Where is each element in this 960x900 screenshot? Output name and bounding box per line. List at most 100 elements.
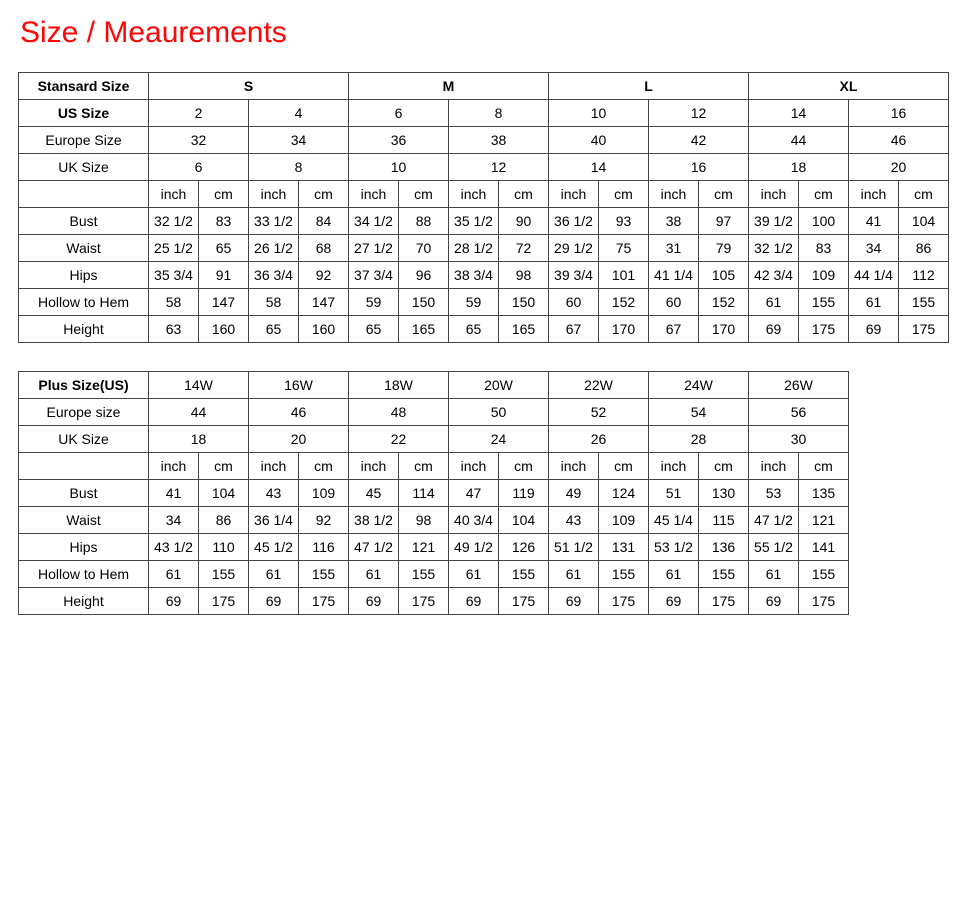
uk-size-cell: 16 xyxy=(649,154,749,181)
bust-cell: 43 xyxy=(249,480,299,507)
hollow-cell: 155 xyxy=(699,561,749,588)
bust-cell: 83 xyxy=(199,208,249,235)
us-size-cell: 8 xyxy=(449,100,549,127)
hips-cell: 42 3/4 xyxy=(749,262,799,289)
table-row: Hips35 3/49136 3/49237 3/49638 3/49839 3… xyxy=(19,262,949,289)
size-table-standard: Stansard Size S M L XL US Size 2 4 6 8 1… xyxy=(18,72,949,343)
size-table-plus: Plus Size(US) 14W 16W 18W 20W 22W 24W 26… xyxy=(18,371,849,615)
waist-cell: 47 1/2 xyxy=(749,507,799,534)
hips-cell: 44 1/4 xyxy=(849,262,899,289)
europe-size-cell: 52 xyxy=(549,399,649,426)
table-row: Bust41104431094511447119491245113053135 xyxy=(19,480,849,507)
hollow-cell: 152 xyxy=(599,289,649,316)
europe-size-cell: 38 xyxy=(449,127,549,154)
uk-size-cell: 18 xyxy=(749,154,849,181)
waist-cell: 86 xyxy=(899,235,949,262)
waist-cell: 26 1/2 xyxy=(249,235,299,262)
waist-cell: 32 1/2 xyxy=(749,235,799,262)
unit-cm: cm xyxy=(199,181,249,208)
europe-size-cell: 44 xyxy=(149,399,249,426)
bust-cell: 53 xyxy=(749,480,799,507)
table-row: Height6316065160651656516567170671706917… xyxy=(19,316,949,343)
hips-cell: 38 3/4 xyxy=(449,262,499,289)
unit-inch: inch xyxy=(349,181,399,208)
table-row: Europe Size 32 34 36 38 40 42 44 46 xyxy=(19,127,949,154)
bust-cell: 130 xyxy=(699,480,749,507)
uk-size-cell: 12 xyxy=(449,154,549,181)
row-label-blank xyxy=(19,453,149,480)
row-label-hollow: Hollow to Hem xyxy=(19,289,149,316)
waist-cell: 92 xyxy=(299,507,349,534)
waist-cell: 65 xyxy=(199,235,249,262)
hollow-cell: 59 xyxy=(349,289,399,316)
waist-cell: 86 xyxy=(199,507,249,534)
row-label-waist: Waist xyxy=(19,507,149,534)
unit-cm: cm xyxy=(199,453,249,480)
row-label-waist: Waist xyxy=(19,235,149,262)
row-label-hips: Hips xyxy=(19,534,149,561)
hollow-cell: 155 xyxy=(899,289,949,316)
bust-cell: 104 xyxy=(899,208,949,235)
hollow-cell: 58 xyxy=(149,289,199,316)
hips-cell: 136 xyxy=(699,534,749,561)
unit-cm: cm xyxy=(699,453,749,480)
unit-cm: cm xyxy=(599,181,649,208)
height-cell: 175 xyxy=(499,588,549,615)
hollow-cell: 61 xyxy=(649,561,699,588)
plus-size-cell: 18W xyxy=(349,372,449,399)
hollow-cell: 61 xyxy=(749,561,799,588)
hips-cell: 55 1/2 xyxy=(749,534,799,561)
bust-cell: 135 xyxy=(799,480,849,507)
waist-cell: 79 xyxy=(699,235,749,262)
us-size-cell: 12 xyxy=(649,100,749,127)
bust-cell: 88 xyxy=(399,208,449,235)
waist-cell: 25 1/2 xyxy=(149,235,199,262)
height-cell: 69 xyxy=(349,588,399,615)
height-cell: 170 xyxy=(599,316,649,343)
hips-cell: 43 1/2 xyxy=(149,534,199,561)
row-label-bust: Bust xyxy=(19,480,149,507)
unit-inch: inch xyxy=(749,453,799,480)
hips-cell: 35 3/4 xyxy=(149,262,199,289)
height-cell: 175 xyxy=(599,588,649,615)
bust-cell: 35 1/2 xyxy=(449,208,499,235)
row-label-standard: Stansard Size xyxy=(19,73,149,100)
hollow-cell: 155 xyxy=(299,561,349,588)
height-cell: 69 xyxy=(449,588,499,615)
hollow-cell: 61 xyxy=(549,561,599,588)
height-cell: 69 xyxy=(149,588,199,615)
europe-size-cell: 56 xyxy=(749,399,849,426)
uk-size-cell: 18 xyxy=(149,426,249,453)
waist-cell: 83 xyxy=(799,235,849,262)
hollow-cell: 155 xyxy=(199,561,249,588)
unit-cm: cm xyxy=(499,453,549,480)
table-row: UK Size 18 20 22 24 26 28 30 xyxy=(19,426,849,453)
waist-cell: 115 xyxy=(699,507,749,534)
hips-cell: 105 xyxy=(699,262,749,289)
europe-size-cell: 32 xyxy=(149,127,249,154)
bust-cell: 34 1/2 xyxy=(349,208,399,235)
hollow-cell: 155 xyxy=(799,561,849,588)
height-cell: 69 xyxy=(749,316,799,343)
height-cell: 175 xyxy=(799,316,849,343)
europe-size-cell: 50 xyxy=(449,399,549,426)
hips-cell: 47 1/2 xyxy=(349,534,399,561)
europe-size-cell: 46 xyxy=(249,399,349,426)
height-cell: 160 xyxy=(299,316,349,343)
uk-size-cell: 28 xyxy=(649,426,749,453)
page-title: Size / Meaurements xyxy=(20,16,950,50)
hips-cell: 131 xyxy=(599,534,649,561)
uk-size-cell: 6 xyxy=(149,154,249,181)
row-label-hips: Hips xyxy=(19,262,149,289)
waist-cell: 34 xyxy=(149,507,199,534)
hollow-cell: 150 xyxy=(499,289,549,316)
europe-size-cell: 42 xyxy=(649,127,749,154)
bust-cell: 97 xyxy=(699,208,749,235)
row-label-bust: Bust xyxy=(19,208,149,235)
hips-cell: 98 xyxy=(499,262,549,289)
row-label-uk: UK Size xyxy=(19,426,149,453)
unit-inch: inch xyxy=(449,453,499,480)
bust-cell: 47 xyxy=(449,480,499,507)
waist-cell: 109 xyxy=(599,507,649,534)
row-label-hollow: Hollow to Hem xyxy=(19,561,149,588)
